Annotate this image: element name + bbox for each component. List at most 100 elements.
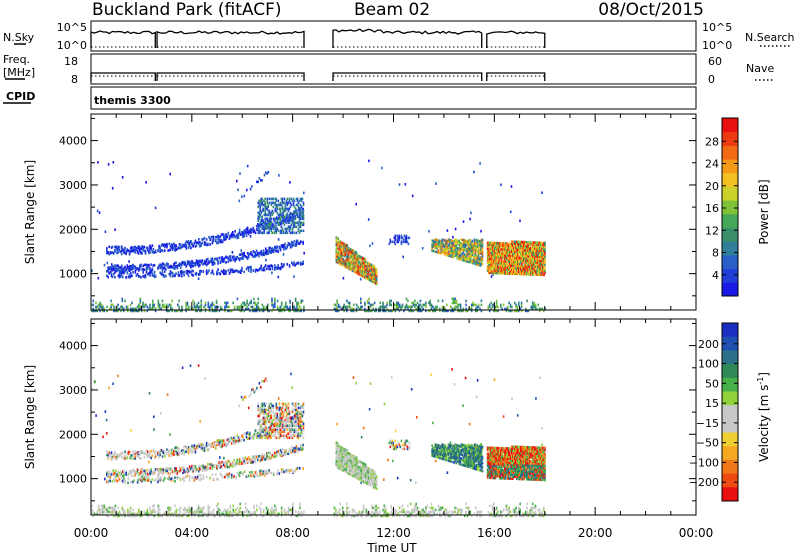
data-cell	[271, 201, 274, 205]
data-cell	[218, 272, 220, 275]
data-cell	[465, 247, 468, 251]
data-cell	[462, 246, 465, 250]
data-cell	[278, 512, 280, 516]
data-cell	[224, 305, 226, 309]
data-cell	[346, 264, 349, 267]
data-cell	[333, 512, 336, 516]
data-cell	[515, 514, 517, 518]
data-cell	[148, 250, 150, 253]
data-cell	[296, 239, 299, 243]
data-cell	[269, 211, 272, 215]
data-cell	[528, 265, 530, 268]
data-cell	[450, 305, 452, 309]
data-cell	[363, 269, 366, 273]
data-cell	[282, 231, 285, 235]
data-cell	[543, 249, 545, 253]
data-cell	[479, 162, 481, 165]
data-cell	[353, 266, 356, 269]
data-cell	[107, 251, 109, 254]
data-cell	[405, 305, 408, 309]
data-cell	[165, 303, 168, 307]
data-cell	[165, 309, 168, 313]
data-cell	[289, 231, 292, 235]
data-cell	[436, 250, 438, 254]
data-cell	[297, 207, 300, 211]
data-cell	[292, 225, 295, 229]
data-cell	[531, 271, 533, 274]
data-cell	[269, 219, 271, 222]
data-cell	[117, 514, 119, 518]
data-cell	[523, 264, 525, 268]
data-cell	[506, 246, 509, 249]
data-cell	[129, 250, 132, 253]
data-cell	[226, 256, 228, 259]
data-cell	[206, 514, 208, 518]
data-cell	[514, 256, 516, 260]
data-cell	[403, 234, 406, 238]
data-cell	[382, 301, 384, 305]
data-cell	[530, 255, 532, 258]
data-cell	[169, 272, 172, 276]
data-cell	[339, 260, 342, 264]
data-cell	[270, 227, 273, 231]
data-cell	[528, 243, 530, 246]
data-cell	[295, 239, 298, 243]
data-cell	[526, 272, 528, 276]
data-cell	[508, 301, 510, 305]
data-cell	[204, 243, 207, 246]
data-cell	[398, 305, 401, 309]
data-cell	[476, 514, 478, 518]
data-cell	[153, 514, 155, 518]
data-cell	[523, 242, 525, 246]
data-cell	[142, 249, 144, 252]
data-cell	[161, 273, 164, 276]
data-cell	[280, 197, 283, 201]
data-cell	[175, 248, 177, 251]
data-cell	[465, 253, 468, 257]
data-cell	[232, 231, 234, 234]
data-cell	[353, 307, 355, 311]
data-cell	[351, 514, 354, 518]
data-cell	[268, 209, 271, 213]
data-cell	[215, 239, 217, 243]
data-cell	[124, 299, 126, 303]
data-cell	[342, 250, 345, 253]
data-cell	[375, 272, 378, 276]
data-cell	[333, 307, 336, 311]
data-cell	[432, 241, 434, 245]
data-cell	[457, 241, 460, 244]
data-cell	[258, 217, 260, 221]
data-cell	[506, 242, 509, 245]
data-cell	[393, 514, 395, 518]
data-cell	[508, 510, 510, 514]
data-cell	[502, 254, 505, 257]
data-cell	[519, 250, 521, 254]
data-cell	[532, 273, 534, 276]
data-cell	[400, 242, 403, 246]
data-cell	[275, 246, 277, 250]
data-cell	[502, 266, 505, 269]
data-cell	[503, 250, 506, 253]
data-cell	[234, 259, 236, 263]
data-cell	[287, 201, 290, 205]
data-cell	[124, 514, 126, 518]
data-cell	[121, 297, 124, 301]
data-cell	[517, 252, 519, 256]
data-cell	[113, 510, 115, 514]
data-cell	[167, 266, 169, 269]
data-cell	[259, 207, 261, 211]
data-cell	[532, 263, 534, 266]
data-cell	[213, 257, 216, 261]
data-cell	[282, 201, 285, 205]
data-cell	[481, 252, 484, 256]
data-cell	[499, 269, 502, 273]
data-cell	[128, 456, 131, 459]
data-cell	[106, 274, 108, 277]
data-cell	[271, 247, 274, 250]
data-cell	[528, 271, 530, 274]
data-cell	[529, 265, 531, 268]
data-cell	[337, 259, 340, 262]
data-cell	[115, 245, 117, 249]
data-cell	[161, 270, 164, 274]
data-cell	[375, 274, 378, 278]
